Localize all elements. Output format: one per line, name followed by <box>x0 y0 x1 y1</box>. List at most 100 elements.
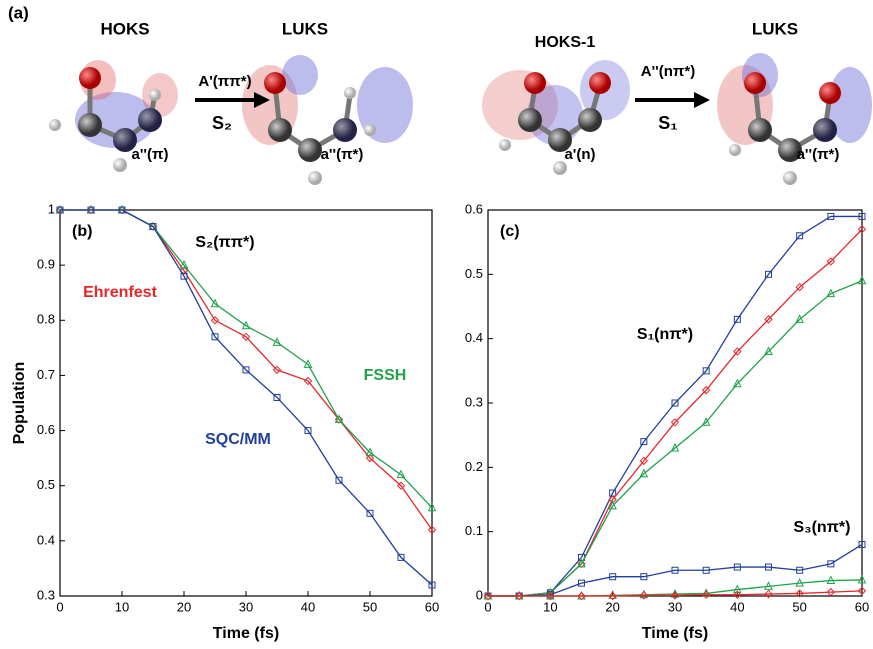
x-tick-label: 60 <box>855 599 869 614</box>
panel-a-label: LUKS <box>282 19 328 38</box>
marker <box>795 314 804 323</box>
marker <box>765 270 772 278</box>
marker <box>397 553 405 561</box>
marker <box>303 359 313 368</box>
marker <box>796 232 804 240</box>
panel-a-label: LUKS <box>752 19 798 38</box>
marker <box>577 591 586 601</box>
y-axis-title: Population <box>11 362 28 445</box>
panel-label: (c) <box>500 223 520 240</box>
y-tick-label: 0.9 <box>37 257 55 272</box>
marker <box>701 590 711 599</box>
marker <box>272 337 282 346</box>
x-tick-label: 30 <box>239 599 253 614</box>
marker <box>671 399 679 407</box>
marker <box>857 574 867 584</box>
marker <box>827 212 835 220</box>
y-tick-label: 0.1 <box>465 523 483 538</box>
marker <box>304 427 312 435</box>
y-tick-label: 0.6 <box>465 201 483 216</box>
panel-label: (b) <box>72 223 92 240</box>
marker <box>577 558 586 568</box>
x-tick-label: 50 <box>363 599 377 614</box>
marker <box>272 365 282 375</box>
panel-a-label: a''(π*) <box>321 146 364 163</box>
x-tick-label: 40 <box>301 599 315 614</box>
panel-a-label: S₂ <box>212 113 232 133</box>
y-tick-label: 0.2 <box>465 459 483 474</box>
y-tick-label: 0.3 <box>465 394 483 409</box>
x-tick-label: 10 <box>115 599 129 614</box>
panel-a-label: a''(π*) <box>797 146 840 163</box>
marker <box>179 260 189 269</box>
series-label: SQC/MM <box>205 431 271 448</box>
series-line <box>488 228 863 597</box>
marker <box>180 272 188 280</box>
marker <box>764 581 773 590</box>
y-tick-label: 0.6 <box>37 422 55 437</box>
annotation: S₂(ππ*) <box>195 234 254 251</box>
marker <box>796 566 804 574</box>
x-axis-title: Time (fs) <box>642 625 708 642</box>
chart: 0 10 20 30 40 50 60 0 0.1 0.2 0.3 0.4 0.5 0.6 Time (fs… <box>465 201 869 642</box>
marker <box>701 417 711 426</box>
marker <box>765 563 772 571</box>
marker <box>795 282 804 292</box>
marker <box>639 456 649 466</box>
marker <box>701 385 711 395</box>
marker <box>149 223 157 231</box>
marker <box>242 366 250 374</box>
marker <box>702 367 710 375</box>
panel-a-label: A'(ππ*) <box>198 73 251 90</box>
plot-frame <box>59 209 433 597</box>
marker <box>241 332 251 342</box>
y-tick-label: 0.4 <box>37 532 55 547</box>
series-line <box>488 543 863 597</box>
marker <box>546 591 555 601</box>
y-tick-label: 0 <box>476 587 483 602</box>
marker <box>483 591 493 601</box>
series-label: FSSH <box>364 367 407 384</box>
marker <box>857 586 867 596</box>
x-tick-label: 40 <box>730 599 744 614</box>
marker <box>210 316 220 325</box>
marker <box>640 573 648 581</box>
marker <box>578 579 585 587</box>
marker <box>733 584 742 594</box>
marker <box>514 591 524 601</box>
x-tick-label: 50 <box>792 599 806 614</box>
panel-a-label: HOKS <box>100 19 149 38</box>
marker <box>428 581 436 589</box>
marker <box>764 315 773 324</box>
x-tick-label: 0 <box>484 599 491 614</box>
marker <box>857 275 867 285</box>
marker <box>118 206 126 214</box>
marker <box>273 393 281 401</box>
x-tick-label: 30 <box>668 599 682 614</box>
marker <box>671 566 679 574</box>
marker <box>427 502 437 512</box>
x-axis-title: Time (fs) <box>213 625 279 642</box>
chart: 0 10 20 30 40 50 60 0.3 0.4 0.5 0.6 0.7 0.8 0.9 1 Time … <box>11 201 439 642</box>
marker <box>179 266 189 275</box>
marker <box>427 525 437 535</box>
panel-a-label: S₁ <box>658 113 677 133</box>
marker <box>639 468 649 478</box>
y-tick-label: 0.5 <box>37 477 55 492</box>
y-tick-label: 0.5 <box>465 266 483 281</box>
marker <box>334 414 344 424</box>
marker <box>366 509 374 517</box>
marker <box>303 376 313 386</box>
marker <box>210 298 220 308</box>
marker <box>826 288 836 298</box>
marker <box>396 469 406 479</box>
marker <box>764 346 773 356</box>
x-tick-label: 60 <box>425 599 439 614</box>
marker <box>733 315 741 323</box>
marker <box>827 560 835 568</box>
panel-a-label: A''(nπ*) <box>641 63 695 80</box>
marker <box>702 566 710 574</box>
panel-label: (a) <box>8 3 29 22</box>
marker <box>858 541 866 549</box>
